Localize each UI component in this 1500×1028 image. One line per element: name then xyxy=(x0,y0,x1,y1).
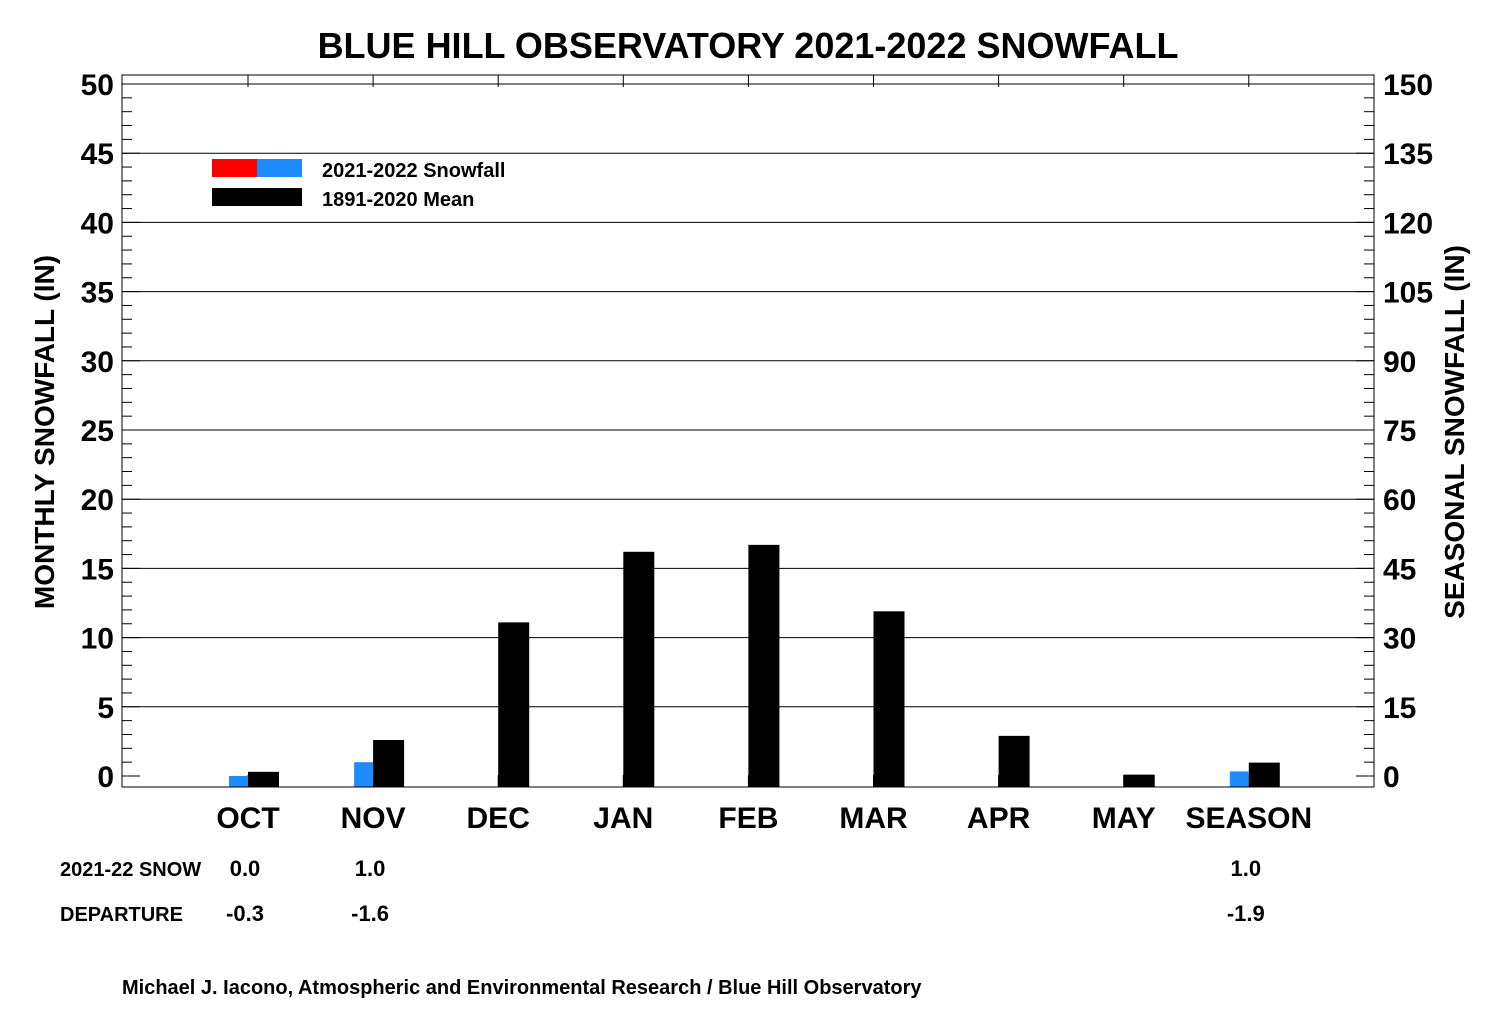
category-labels: OCT NOV DEC JAN FEB MAR APR MAY SEASON xyxy=(216,802,1312,835)
left-tick-label: 30 xyxy=(81,346,114,379)
category-label-nov: NOV xyxy=(341,802,406,835)
right-tick-label: 30 xyxy=(1383,623,1416,656)
grid-lines xyxy=(122,83,1374,708)
left-tick-label: 10 xyxy=(81,623,114,656)
category-label-apr: APR xyxy=(967,802,1031,835)
left-tick-label: 40 xyxy=(81,207,114,240)
bar-mean-may xyxy=(1123,774,1155,787)
bar-mean-jan xyxy=(623,551,655,787)
left-tick-label: 45 xyxy=(81,138,114,171)
category-label-jan: JAN xyxy=(593,802,653,835)
legend-label-2021-2022: 2021-2022 Snowfall xyxy=(322,160,505,182)
left-axis-labels: 0 5 10 15 20 25 30 35 40 45 50 xyxy=(81,69,114,794)
legend-swatch-red xyxy=(212,159,257,177)
right-tick-label: 150 xyxy=(1383,69,1433,102)
table-cell: -1.6 xyxy=(351,901,389,926)
bar-mean-feb xyxy=(748,544,780,787)
right-axis-labels: 0 15 30 45 60 75 90 105 120 135 150 xyxy=(1383,69,1433,794)
right-tick-label: 0 xyxy=(1383,761,1400,794)
bar-current-nov xyxy=(354,762,374,787)
bar-current-oct xyxy=(229,776,248,787)
category-label-mar: MAR xyxy=(839,802,908,835)
bar-current-season xyxy=(1229,771,1249,787)
right-tick-label: 60 xyxy=(1383,484,1416,517)
bar-mean-mar xyxy=(873,611,905,787)
right-tick-label: 90 xyxy=(1383,346,1416,379)
table-cell: 1.0 xyxy=(1231,856,1262,881)
right-tick-label: 45 xyxy=(1383,553,1416,586)
left-tick-label: 35 xyxy=(81,277,114,310)
legend-label-mean: 1891-2020 Mean xyxy=(322,189,474,211)
credit-line: Michael J. Iacono, Atmospheric and Envir… xyxy=(122,977,922,999)
bar-mean-nov xyxy=(373,740,405,787)
table-cell: 1.0 xyxy=(355,856,386,881)
left-tick-label: 20 xyxy=(81,484,114,517)
chart-title: BLUE HILL OBSERVATORY 2021-2022 SNOWFALL xyxy=(318,25,1179,66)
axis-ticks xyxy=(122,75,1374,787)
table-row-label: 2021-22 SNOW xyxy=(60,859,201,881)
legend: 2021-2022 Snowfall 1891-2020 Mean xyxy=(212,159,505,211)
data-table: 2021-22 SNOW 0.0 1.0 1.0 DEPARTURE -0.3 -1.6 -1… xyxy=(60,856,1265,926)
table-cell: 0.0 xyxy=(230,856,261,881)
right-tick-label: 15 xyxy=(1383,692,1416,725)
category-label-season: SEASON xyxy=(1185,802,1312,835)
bar-mean-oct xyxy=(248,771,279,787)
table-cell: -0.3 xyxy=(226,901,264,926)
plot-frame xyxy=(121,74,1375,788)
bar-mean-season xyxy=(1248,762,1280,787)
legend-swatch-blue xyxy=(257,159,302,177)
right-tick-label: 105 xyxy=(1383,277,1433,310)
right-tick-label: 135 xyxy=(1383,138,1433,171)
bar-mean-apr xyxy=(998,735,1030,787)
bar-group xyxy=(229,544,1280,787)
category-label-oct: OCT xyxy=(216,802,279,835)
category-label-feb: FEB xyxy=(718,802,778,835)
bar-mean-dec xyxy=(498,622,530,787)
left-tick-label: 0 xyxy=(97,761,114,794)
legend-swatch-black xyxy=(212,188,302,206)
right-axis-title: SEASONAL SNOWFALL (IN) xyxy=(1439,245,1470,619)
left-tick-label: 5 xyxy=(97,692,114,725)
category-label-dec: DEC xyxy=(467,802,530,835)
right-tick-label: 120 xyxy=(1383,207,1433,240)
table-cell: -1.9 xyxy=(1227,901,1265,926)
left-tick-label: 15 xyxy=(81,553,114,586)
table-row-label: DEPARTURE xyxy=(60,904,183,926)
category-label-may: MAY xyxy=(1092,802,1156,835)
left-axis-title: MONTHLY SNOWFALL (IN) xyxy=(29,255,60,609)
right-tick-label: 75 xyxy=(1383,415,1416,448)
left-tick-label: 25 xyxy=(81,415,114,448)
left-tick-label: 50 xyxy=(81,69,114,102)
